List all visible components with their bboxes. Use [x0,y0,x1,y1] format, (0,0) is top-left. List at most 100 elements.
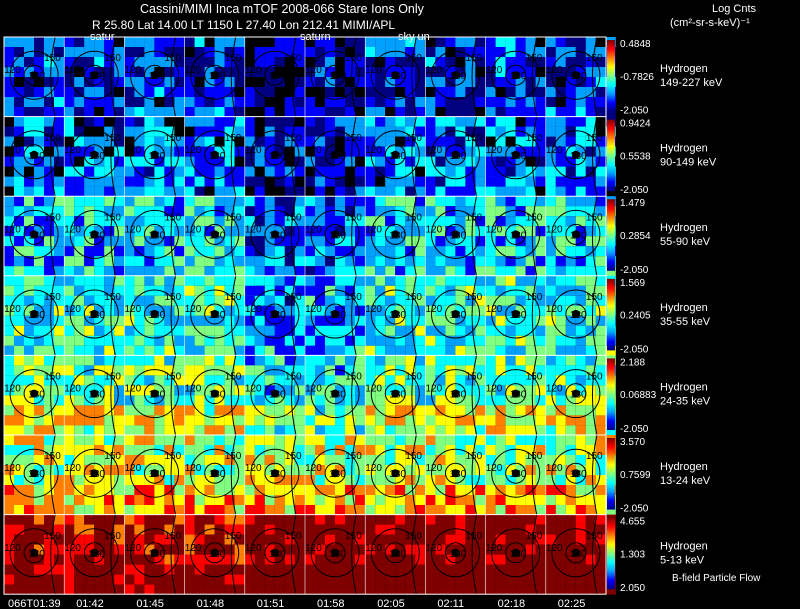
heatmap-cell [325,335,335,346]
heatmap-cell [84,305,95,316]
heatmap-cell [84,475,95,485]
colorbar-mid-label: 0.2854 [620,231,651,242]
energy-row-6: 1801501201801501201801501201801501201801… [3,434,616,515]
heatmap-cell [515,544,526,555]
heatmap-cell [385,266,396,277]
heatmap-cell [284,256,295,267]
heatmap-cell [184,365,195,376]
heatmap-cell [425,126,436,137]
contour-circle [310,50,360,100]
heatmap-cell [154,305,165,316]
heatmap-cell [505,196,516,207]
contour-circle [565,462,587,484]
heatmap-cell [325,554,335,565]
heatmap-cell [595,365,606,376]
heatmap-cell [224,266,235,277]
heatmap-cell [375,554,386,565]
heatmap-cell [184,475,195,485]
heatmap-cell [525,425,536,436]
heatmap-cell [375,295,386,306]
heatmap-cell [84,266,95,277]
bfield-line [110,116,116,197]
heatmap-cell [254,266,265,277]
heatmap-cell [164,236,175,247]
heatmap-cell [174,455,185,465]
heatmap-cell [244,544,255,555]
bfield-line [471,196,478,276]
heatmap-cell [525,385,536,396]
heatmap-cell [44,485,54,495]
heatmap-cell [114,445,125,455]
heatmap-cell [124,524,135,535]
heatmap-cell [224,37,235,47]
heatmap-cell [214,156,225,167]
heatmap-cell [124,425,135,436]
heatmap-cell [114,295,125,306]
flow-marker [210,469,219,478]
heatmap-cell [585,385,596,396]
heatmap-cell [144,246,155,257]
heatmap-cell [485,196,496,207]
heatmap-cell [44,355,54,366]
heatmap-cell [174,475,185,485]
heatmap-cell [194,116,205,127]
row-energy-label: 55-90 keV [660,236,711,248]
contour-label: 150 [526,451,543,462]
heatmap-cell [94,495,105,505]
heatmap-cell [54,355,64,366]
heatmap-cell [164,544,175,555]
energy-row-5: 1801501201801501201801501201801501201801… [3,354,616,436]
contour-label: 120 [245,304,262,315]
heatmap-cell [14,266,24,277]
contour-label: 180 [389,230,406,241]
heatmap-cell [84,186,95,197]
heatmap-cell [124,206,135,217]
contour-label: 180 [28,71,45,82]
heatmap-cell [54,146,64,157]
heatmap-cell [204,67,215,77]
contour-circle [445,64,466,86]
heatmap-cell [315,275,325,286]
heatmap-cell [124,325,135,336]
heatmap-cell [505,136,516,147]
heatmap-cell [34,405,44,416]
heatmap-cell [545,57,556,67]
heatmap-cell [74,107,85,117]
contour-circle [23,303,45,325]
heatmap-cell [555,435,566,445]
heatmap-cell [455,107,466,117]
bfield-line [230,116,237,197]
heatmap-cell [315,514,325,525]
heatmap-cell [134,116,145,127]
heatmap-cell [305,226,315,237]
heatmap-cell [495,285,506,296]
heatmap-cell [345,126,355,137]
heatmap-cell [465,365,476,376]
heatmap-cell [64,564,75,575]
heatmap-cell [204,485,215,495]
heatmap-cell [254,514,265,525]
contour-label: 150 [405,531,422,542]
contour-label: 180 [88,310,105,321]
heatmap-cell [335,116,345,127]
heatmap-cell [64,206,75,217]
heatmap-cell [425,514,436,525]
heatmap-cell [214,485,225,495]
heatmap-cell [24,236,34,247]
heatmap-cell [385,87,396,97]
heatmap-cell [284,107,295,117]
heatmap-cell [435,335,446,346]
heatmap-cell [244,47,255,57]
heatmap-cell [4,335,14,346]
heatmap-cell [164,67,175,77]
contour-circle [9,528,59,578]
heatmap-cell [214,425,225,436]
heatmap-cell [405,365,416,376]
heatmap-cell [445,425,456,436]
heatmap-cell [375,415,386,426]
heatmap-cell [465,554,476,565]
row-species-label: Hydrogen [660,222,708,234]
heatmap-cell [485,385,496,396]
heatmap-cell [435,156,446,167]
